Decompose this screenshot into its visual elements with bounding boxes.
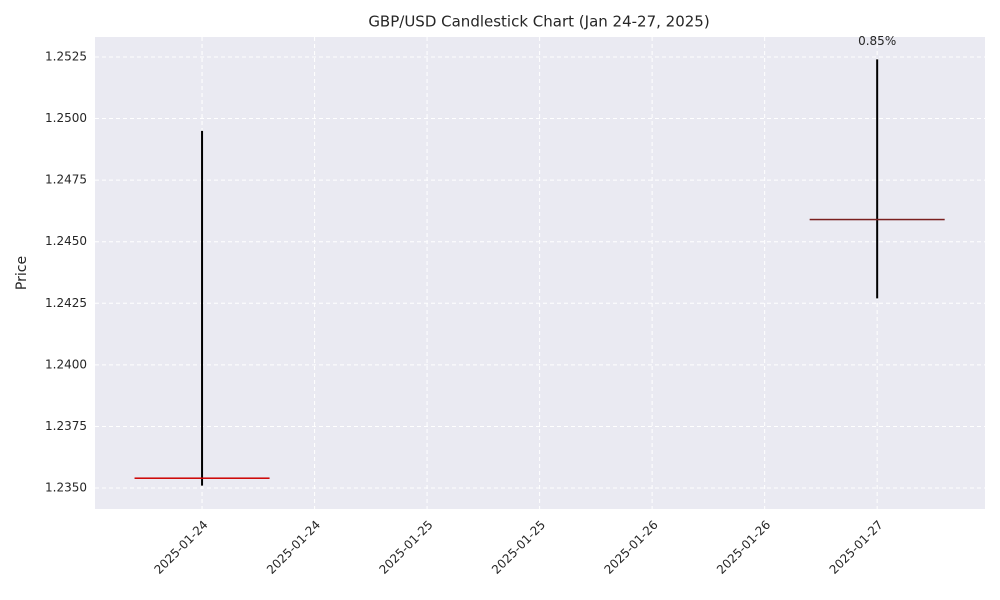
candle-body [134, 477, 270, 479]
x-tick-label: 2025-01-25 [376, 518, 435, 577]
x-tick-label: 2025-01-26 [602, 518, 661, 577]
x-tick-label: 2025-01-27 [827, 518, 886, 577]
chart-title: GBP/USD Candlestick Chart (Jan 24-27, 20… [368, 13, 709, 31]
x-tick-label: 2025-01-26 [714, 518, 773, 577]
x-tick-label: 2025-01-24 [264, 518, 323, 577]
y-tick-label: 1.2425 [45, 296, 87, 310]
y-tick-label: 1.2500 [45, 111, 87, 125]
y-tick-label: 1.2450 [45, 234, 87, 248]
y-tick-label: 1.2525 [45, 49, 87, 63]
y-axis-label: Price [14, 256, 30, 290]
annotation: 0.85% [858, 34, 896, 48]
candle-body [809, 218, 945, 221]
y-tick-label: 1.2475 [45, 173, 87, 187]
y-tick-label: 1.2375 [45, 419, 87, 433]
x-tick-label: 2025-01-24 [151, 518, 210, 577]
y-tick-label: 1.2400 [45, 357, 87, 371]
x-tick-label: 2025-01-25 [489, 518, 548, 577]
y-tick-label: 1.2350 [45, 481, 87, 495]
